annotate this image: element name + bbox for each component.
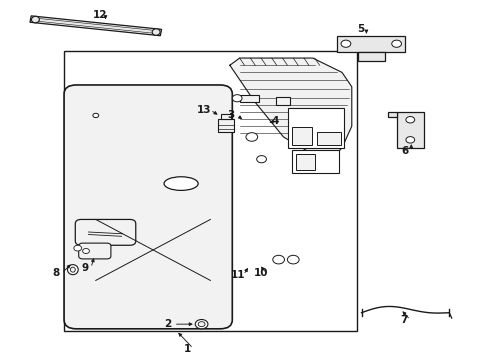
Circle shape bbox=[340, 40, 350, 47]
Bar bbox=[292, 149, 338, 173]
Text: 8: 8 bbox=[52, 268, 60, 278]
Text: 2: 2 bbox=[164, 319, 171, 329]
Circle shape bbox=[272, 255, 284, 264]
Circle shape bbox=[82, 248, 89, 253]
Bar bbox=[64, 51, 356, 330]
Bar bbox=[295, 154, 315, 170]
Text: 11: 11 bbox=[230, 270, 244, 280]
Circle shape bbox=[245, 133, 257, 141]
Circle shape bbox=[256, 156, 266, 163]
Bar bbox=[276, 97, 289, 105]
Text: 1: 1 bbox=[183, 343, 191, 354]
Bar bbox=[288, 108, 344, 148]
Bar bbox=[357, 52, 384, 61]
Bar bbox=[396, 112, 423, 148]
Polygon shape bbox=[229, 58, 351, 158]
Text: 12: 12 bbox=[92, 10, 107, 20]
Ellipse shape bbox=[163, 177, 198, 190]
FancyBboxPatch shape bbox=[79, 243, 111, 259]
Circle shape bbox=[405, 136, 414, 143]
Text: 6: 6 bbox=[401, 146, 408, 156]
Text: 5: 5 bbox=[356, 24, 364, 35]
Ellipse shape bbox=[67, 265, 78, 275]
Polygon shape bbox=[30, 16, 161, 36]
Circle shape bbox=[405, 117, 414, 123]
Ellipse shape bbox=[152, 29, 160, 35]
Text: 4: 4 bbox=[271, 116, 278, 126]
Bar bbox=[239, 95, 259, 102]
Text: 10: 10 bbox=[253, 268, 267, 278]
Bar bbox=[336, 36, 405, 52]
Text: 7: 7 bbox=[400, 315, 407, 325]
Text: 3: 3 bbox=[227, 111, 234, 121]
Bar bbox=[387, 112, 396, 117]
Ellipse shape bbox=[31, 16, 40, 23]
Bar bbox=[316, 132, 340, 145]
Bar bbox=[221, 114, 230, 119]
Ellipse shape bbox=[70, 267, 75, 272]
Circle shape bbox=[391, 40, 401, 47]
Text: 9: 9 bbox=[81, 263, 88, 273]
Bar bbox=[292, 127, 311, 145]
Circle shape bbox=[232, 95, 242, 102]
Circle shape bbox=[93, 113, 99, 118]
Text: 13: 13 bbox=[197, 105, 211, 115]
Circle shape bbox=[287, 255, 299, 264]
FancyBboxPatch shape bbox=[64, 85, 232, 329]
Circle shape bbox=[198, 321, 204, 327]
FancyBboxPatch shape bbox=[75, 220, 136, 245]
Circle shape bbox=[195, 319, 207, 329]
Circle shape bbox=[74, 245, 81, 251]
Bar bbox=[218, 119, 233, 132]
